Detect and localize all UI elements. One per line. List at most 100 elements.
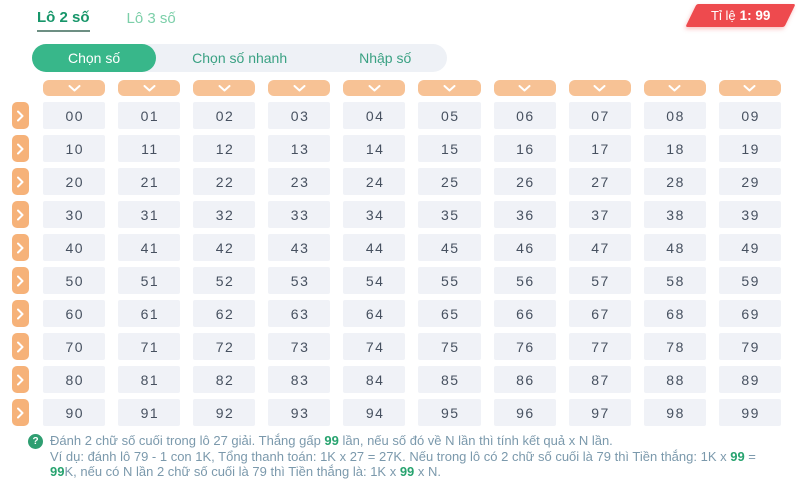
row-select-button-0[interactable]	[12, 102, 29, 129]
number-cell-02[interactable]: 02	[193, 102, 256, 129]
number-cell-48[interactable]: 48	[643, 234, 706, 261]
number-cell-44[interactable]: 44	[343, 234, 406, 261]
number-cell-87[interactable]: 87	[568, 366, 631, 393]
number-cell-69[interactable]: 69	[718, 300, 781, 327]
number-cell-25[interactable]: 25	[418, 168, 481, 195]
number-cell-70[interactable]: 70	[43, 333, 106, 360]
number-cell-26[interactable]: 26	[493, 168, 556, 195]
number-cell-16[interactable]: 16	[493, 135, 556, 162]
column-select-button-1[interactable]	[118, 80, 181, 96]
number-cell-23[interactable]: 23	[268, 168, 331, 195]
column-select-button-9[interactable]	[718, 80, 781, 96]
number-cell-66[interactable]: 66	[493, 300, 556, 327]
number-cell-82[interactable]: 82	[193, 366, 256, 393]
number-cell-36[interactable]: 36	[493, 201, 556, 228]
segment-chon-so-nhanh[interactable]: Chọn số nhanh	[192, 50, 288, 66]
number-cell-30[interactable]: 30	[43, 201, 106, 228]
number-cell-93[interactable]: 93	[268, 399, 331, 426]
number-cell-40[interactable]: 40	[43, 234, 106, 261]
number-cell-53[interactable]: 53	[268, 267, 331, 294]
number-cell-39[interactable]: 39	[718, 201, 781, 228]
number-cell-98[interactable]: 98	[643, 399, 706, 426]
number-cell-21[interactable]: 21	[118, 168, 181, 195]
number-cell-91[interactable]: 91	[118, 399, 181, 426]
number-cell-80[interactable]: 80	[43, 366, 106, 393]
number-cell-52[interactable]: 52	[193, 267, 256, 294]
number-cell-75[interactable]: 75	[418, 333, 481, 360]
number-cell-13[interactable]: 13	[268, 135, 331, 162]
column-select-button-5[interactable]	[418, 80, 481, 96]
number-cell-04[interactable]: 04	[343, 102, 406, 129]
column-select-button-0[interactable]	[43, 80, 106, 96]
number-cell-90[interactable]: 90	[43, 399, 106, 426]
number-cell-07[interactable]: 07	[568, 102, 631, 129]
number-cell-18[interactable]: 18	[643, 135, 706, 162]
number-cell-85[interactable]: 85	[418, 366, 481, 393]
number-cell-50[interactable]: 50	[43, 267, 106, 294]
number-cell-32[interactable]: 32	[193, 201, 256, 228]
number-cell-68[interactable]: 68	[643, 300, 706, 327]
row-select-button-6[interactable]	[12, 300, 29, 327]
number-cell-76[interactable]: 76	[493, 333, 556, 360]
segment-chon-so[interactable]: Chọn số	[32, 44, 157, 72]
number-cell-88[interactable]: 88	[643, 366, 706, 393]
number-cell-06[interactable]: 06	[493, 102, 556, 129]
tab-lo-3-so[interactable]: Lô 3 số	[126, 10, 176, 27]
column-select-button-6[interactable]	[493, 80, 556, 96]
number-cell-61[interactable]: 61	[118, 300, 181, 327]
number-cell-57[interactable]: 57	[568, 267, 631, 294]
number-cell-74[interactable]: 74	[343, 333, 406, 360]
number-cell-95[interactable]: 95	[418, 399, 481, 426]
number-cell-03[interactable]: 03	[268, 102, 331, 129]
number-cell-89[interactable]: 89	[718, 366, 781, 393]
number-cell-62[interactable]: 62	[193, 300, 256, 327]
number-cell-51[interactable]: 51	[118, 267, 181, 294]
column-select-button-4[interactable]	[343, 80, 406, 96]
number-cell-01[interactable]: 01	[118, 102, 181, 129]
number-cell-94[interactable]: 94	[343, 399, 406, 426]
number-cell-05[interactable]: 05	[418, 102, 481, 129]
column-select-button-8[interactable]	[643, 80, 706, 96]
number-cell-86[interactable]: 86	[493, 366, 556, 393]
number-cell-83[interactable]: 83	[268, 366, 331, 393]
number-cell-71[interactable]: 71	[118, 333, 181, 360]
number-cell-65[interactable]: 65	[418, 300, 481, 327]
number-cell-24[interactable]: 24	[343, 168, 406, 195]
number-cell-45[interactable]: 45	[418, 234, 481, 261]
number-cell-35[interactable]: 35	[418, 201, 481, 228]
number-cell-12[interactable]: 12	[193, 135, 256, 162]
number-cell-42[interactable]: 42	[193, 234, 256, 261]
number-cell-08[interactable]: 08	[643, 102, 706, 129]
number-cell-49[interactable]: 49	[718, 234, 781, 261]
number-cell-28[interactable]: 28	[643, 168, 706, 195]
number-cell-46[interactable]: 46	[493, 234, 556, 261]
number-cell-31[interactable]: 31	[118, 201, 181, 228]
number-cell-14[interactable]: 14	[343, 135, 406, 162]
row-select-button-4[interactable]	[12, 234, 29, 261]
number-cell-78[interactable]: 78	[643, 333, 706, 360]
segment-nhap-so[interactable]: Nhập số	[359, 50, 412, 66]
number-cell-59[interactable]: 59	[718, 267, 781, 294]
number-cell-99[interactable]: 99	[718, 399, 781, 426]
number-cell-27[interactable]: 27	[568, 168, 631, 195]
number-cell-72[interactable]: 72	[193, 333, 256, 360]
row-select-button-2[interactable]	[12, 168, 29, 195]
number-cell-34[interactable]: 34	[343, 201, 406, 228]
number-cell-55[interactable]: 55	[418, 267, 481, 294]
number-cell-41[interactable]: 41	[118, 234, 181, 261]
number-cell-10[interactable]: 10	[43, 135, 106, 162]
number-cell-63[interactable]: 63	[268, 300, 331, 327]
number-cell-64[interactable]: 64	[343, 300, 406, 327]
row-select-button-3[interactable]	[12, 201, 29, 228]
number-cell-19[interactable]: 19	[718, 135, 781, 162]
tab-lo-2-so[interactable]: Lô 2 số	[37, 9, 90, 32]
column-select-button-3[interactable]	[268, 80, 331, 96]
number-cell-37[interactable]: 37	[568, 201, 631, 228]
number-cell-47[interactable]: 47	[568, 234, 631, 261]
number-cell-11[interactable]: 11	[118, 135, 181, 162]
row-select-button-8[interactable]	[12, 366, 29, 393]
number-cell-67[interactable]: 67	[568, 300, 631, 327]
number-cell-79[interactable]: 79	[718, 333, 781, 360]
column-select-button-2[interactable]	[193, 80, 256, 96]
number-cell-77[interactable]: 77	[568, 333, 631, 360]
